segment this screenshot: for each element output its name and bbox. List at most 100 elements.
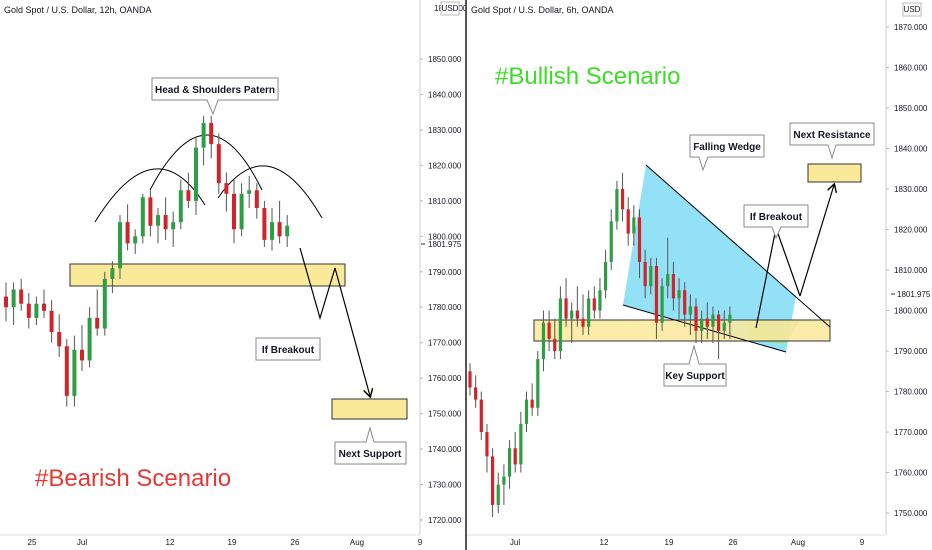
candle-body: [615, 189, 619, 222]
candle-body: [530, 399, 534, 408]
left-chart-panel: Gold Spot / U.S. Dollar, 12h, OANDA Head…: [0, 0, 468, 547]
price-tick-label: 1740.000: [428, 445, 462, 454]
candle-body: [186, 190, 191, 201]
candle-body: [148, 197, 153, 226]
price-tick-label: 1750.000: [894, 509, 928, 518]
left-price-axis: 1850.000 1840.000 1830.000 1820.000 1810.000…: [420, 55, 462, 525]
right-current-price-label: 1801.975: [897, 290, 931, 299]
left-chart-title: Gold Spot / U.S. Dollar, 12h, OANDA: [4, 5, 152, 15]
candle-body: [125, 222, 130, 244]
candle-body: [649, 265, 653, 287]
price-tick-label: 1720.000: [428, 516, 462, 525]
candle-body: [87, 317, 92, 361]
candle-body: [49, 310, 54, 333]
candle-body: [541, 322, 546, 360]
right-chart-panel: Gold Spot / U.S. Dollar, 6h, OANDA #Bull…: [467, 0, 931, 547]
candle-body: [95, 317, 100, 329]
left-pattern-label: Head & Shoulders Patern: [155, 85, 275, 96]
key-support-label: Key Support: [665, 371, 725, 382]
right-chart-title: Gold Spot / U.S. Dollar, 6h, OANDA: [471, 5, 614, 15]
price-tick-label: 1790.000: [894, 347, 928, 356]
right-support-zone: [533, 319, 831, 342]
candle-body: [474, 387, 478, 400]
falling-wedge-callout: Falling Wedge: [689, 134, 765, 172]
candle-body: [558, 298, 562, 352]
price-tick-label: 1810.000: [894, 266, 928, 275]
candle-body: [156, 215, 160, 226]
price-tick-label: 1840.000: [894, 145, 928, 154]
candle-body: [677, 290, 681, 299]
price-tick-label: 1860.000: [894, 64, 928, 73]
next-resistance-callout: Next Resistance: [789, 122, 875, 160]
candle-body: [72, 349, 77, 396]
left-scenario-path: [299, 247, 336, 321]
candle-body: [262, 207, 267, 240]
candle-body: [11, 289, 16, 308]
candle-body: [722, 322, 726, 331]
candle-body: [163, 215, 168, 230]
candle-body: [513, 448, 517, 465]
price-tick-label: 1830.000: [894, 185, 928, 194]
left-breakout-callout: If Breakout: [255, 337, 321, 361]
price-tick-label: 1770.000: [894, 428, 928, 437]
right-time-axis: Jul 12 19 26 Aug 9: [510, 538, 865, 547]
right-time-label: 9: [860, 538, 865, 547]
right-breakout-callout: If Breakout: [743, 204, 809, 240]
price-tick-label: 1850.000: [428, 55, 462, 64]
candle-body: [285, 225, 290, 237]
price-tick-label: 1770.000: [428, 339, 462, 348]
candle-body: [524, 399, 529, 424]
bullish-scenario-label: #Bullish Scenario: [495, 63, 680, 90]
price-tick-label: 1800.000: [894, 307, 928, 316]
price-tick-label: 1810.000: [428, 197, 462, 206]
left-time-axis: 25 Jul 12 19 26 Aug 9: [28, 538, 423, 547]
right-time-label: 12: [600, 538, 609, 547]
candle-body: [194, 147, 198, 201]
candle-body: [620, 189, 625, 210]
next-resistance-label: Next Resistance: [793, 130, 871, 141]
candle-body: [564, 298, 568, 319]
candle-body: [270, 222, 274, 240]
candle-body: [587, 298, 591, 327]
left-shoulder-arc: [94, 168, 206, 223]
bearish-scenario-label: #Bearish Scenario: [35, 465, 231, 492]
candle-body: [216, 144, 221, 184]
candle-body: [666, 274, 670, 287]
candle-body: [660, 286, 664, 323]
candle-body: [491, 456, 495, 505]
left-support-zone: [69, 263, 346, 287]
candle-body: [717, 314, 721, 331]
left-time-label: Jul: [77, 538, 87, 547]
falling-wedge-label: Falling Wedge: [693, 142, 761, 153]
right-currency-label: USD: [904, 5, 921, 14]
candle-body: [671, 274, 675, 299]
candle-body: [637, 217, 642, 262]
candle-body: [694, 306, 698, 331]
candle-body: [247, 190, 252, 194]
candle-body: [42, 303, 46, 311]
candle-body: [547, 322, 551, 339]
candle-body: [598, 290, 602, 311]
right-shoulder-arc: [217, 165, 323, 219]
candle-body: [485, 432, 489, 457]
right-scenario-arrow: [799, 185, 834, 297]
candle-body: [178, 190, 183, 223]
left-time-label: 9: [418, 538, 423, 547]
candle-body: [26, 303, 31, 318]
head-arc: [149, 134, 263, 191]
candle-body: [507, 448, 512, 477]
candle-body: [654, 265, 659, 323]
right-currency-badge: [902, 2, 922, 17]
candle-body: [519, 423, 523, 465]
left-time-label: 26: [291, 538, 300, 547]
candle-body: [700, 318, 704, 331]
right-time-label: Jul: [510, 538, 520, 547]
candle-body: [140, 197, 145, 237]
wedge-upper-line: [645, 164, 831, 328]
key-support-callout: Key Support: [663, 344, 727, 387]
left-time-label: Aug: [350, 538, 364, 547]
price-tick-label: 1840.000: [428, 91, 462, 100]
candle-body: [118, 222, 122, 269]
candle-body: [683, 290, 687, 315]
candle-body: [102, 278, 107, 329]
